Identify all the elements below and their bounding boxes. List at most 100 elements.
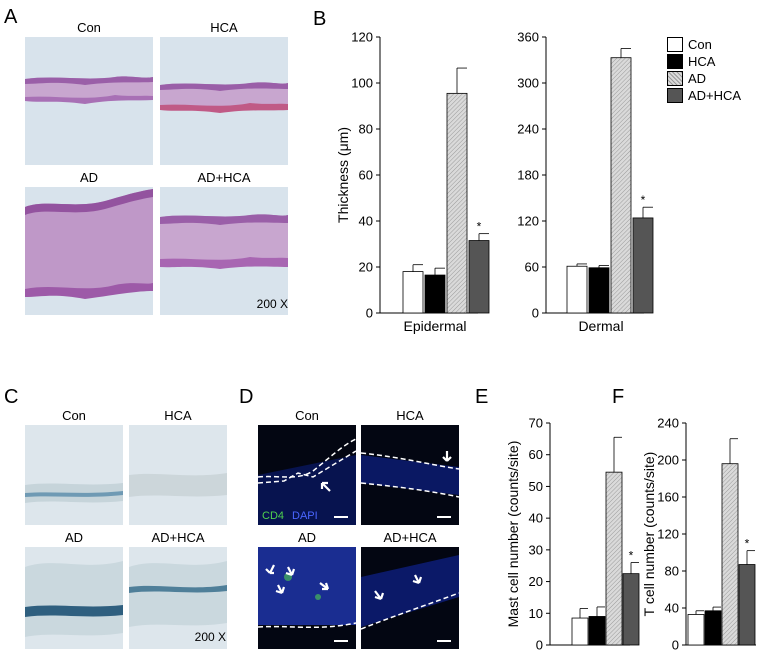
legend-label: Con [688,37,712,52]
panel-a-label-con: Con [77,20,101,35]
panel-c-magnification: 200 X [194,630,226,644]
panel-c-label-ad-hca: AD+HCA [151,530,205,545]
E-y-tick-label: 20 [529,574,543,589]
legend-label: AD+HCA [688,88,742,103]
legend-item: Con [667,36,741,53]
F-y-tick-label: 40 [665,601,679,616]
F-y-tick-label: 240 [657,416,679,431]
panel-letter-b: B [313,8,327,30]
B-dermal-y-tick-label: 300 [517,76,539,91]
panel-d-label-ad-hca: AD+HCA [383,530,437,545]
B-dermal-y-tick-label: 360 [517,30,539,45]
B-dermal-bar-con [566,265,588,314]
B-epidermal-significance-marker: * [477,220,482,234]
panel-c-micrograph-ad-hca [129,547,227,649]
B-epidermal-y-tick-label: 100 [351,76,373,91]
B-dermal-significance-marker: * [641,193,646,207]
panel-d-image-hca [361,425,459,525]
panel-c-label-ad: AD [64,530,84,545]
panel-d-image-ad [258,547,356,649]
panel-c-micrograph-hca [129,425,227,525]
B-dermal-y-tick-label: 120 [517,214,539,229]
B-dermal-y-tick-label: 240 [517,122,539,137]
panel-d-legend-cd4: CD4 [262,510,285,522]
F-bar-con [687,614,705,646]
panel-a-micrograph-ad [25,187,153,315]
B-epidermal-y-tick-label: 20 [359,260,373,275]
E-y-tick-label: 70 [529,416,543,431]
panel-c-label-hca: HCA [164,408,192,423]
panel-a-label-ad: AD [79,170,99,185]
legend-swatch [667,88,683,103]
panel-c-micrograph-con [25,425,123,525]
panel-a-label-ad-hca: AD+HCA [197,170,251,185]
B-epidermal-y-tick-label: 80 [359,122,373,137]
E-y-tick-label: 50 [529,479,543,494]
panel-letter-c: C [4,386,19,408]
legend-swatch [667,37,683,52]
E-y-tick-label: 10 [529,606,543,621]
F-bar-hca [704,610,722,646]
panel-c-label-con: Con [62,408,86,423]
B-epidermal-bar-ad-hca [468,240,490,314]
panel-a-micrograph-hca [160,37,288,165]
F-y-label: T cell number (counts/site) [641,452,657,617]
E-y-label: Mast cell number (counts/site) [505,441,521,628]
chart-legend: Con HCA AD AD+HCA [667,36,741,104]
legend-swatch [667,71,683,86]
F-bar-ad-hca [738,564,756,646]
E-y-tick-label: 0 [536,638,543,652]
panel-letter-e: E [475,386,489,408]
B-dermal-y-tick-label: 0 [532,306,539,321]
B-dermal-bar-ad-hca [632,217,654,314]
E-y-tick-label: 60 [529,447,543,462]
panel-d-label-con: Con [295,408,319,423]
panel-a-label-hca: HCA [210,20,238,35]
legend-label: AD [688,71,707,86]
E-bar-ad [605,471,623,646]
F-significance-marker: * [745,537,750,551]
F-y-tick-label: 0 [672,638,679,652]
B-epidermal-y-tick-label: 0 [366,306,373,321]
B-dermal-bar-ad [610,57,632,314]
B-epidermal-y-tick-label: 120 [351,30,373,45]
panel-a-magnification: 200 X [256,297,288,311]
B-epidermal-x-label: Epidermal [403,318,466,334]
F-y-tick-label: 80 [665,564,679,579]
panel-d-image-con: CD4 DAPI [258,425,356,525]
legend-item: HCA [667,53,741,70]
F-bar-ad [721,463,739,646]
panel-d-image-ad-hca [361,547,459,649]
B-epidermal-bar-ad [446,92,468,314]
legend-item: AD [667,70,741,87]
E-significance-marker: * [629,549,634,563]
B-epidermal-y-tick-label: 60 [359,168,373,183]
E-bar-ad-hca [622,573,640,646]
B-epidermal-bar-con [402,271,424,314]
legend-item: AD+HCA [667,87,741,104]
panel-a-micrograph-con [25,37,153,165]
panel-a-micrograph-ad-hca [160,187,288,315]
B-dermal-y-tick-label: 180 [517,168,539,183]
E-y-tick-label: 30 [529,542,543,557]
B-dermal-y-tick-label: 60 [525,260,539,275]
legend-swatch [667,54,683,69]
E-y-tick-label: 40 [529,511,543,526]
panel-letter-f: F [612,386,625,408]
panel-d-label-ad: AD [297,530,317,545]
panel-c-micrograph-ad [25,547,123,649]
panel-d-legend-dapi: DAPI [292,510,318,522]
E-bar-con [571,617,589,646]
F-y-tick-label: 200 [657,453,679,468]
panel-d-label-hca: HCA [396,408,424,423]
panel-letter-d: D [239,386,254,408]
F-y-tick-label: 160 [657,490,679,505]
panel-letter-a: A [4,6,18,28]
B-epidermal-y-tick-label: 40 [359,214,373,229]
B-epidermal-bar-hca [424,274,446,314]
B-dermal-x-label: Dermal [578,318,623,334]
E-bar-hca [588,616,606,646]
legend-label: HCA [688,54,716,69]
F-y-tick-label: 120 [657,527,679,542]
B-dermal-bar-hca [588,267,610,314]
